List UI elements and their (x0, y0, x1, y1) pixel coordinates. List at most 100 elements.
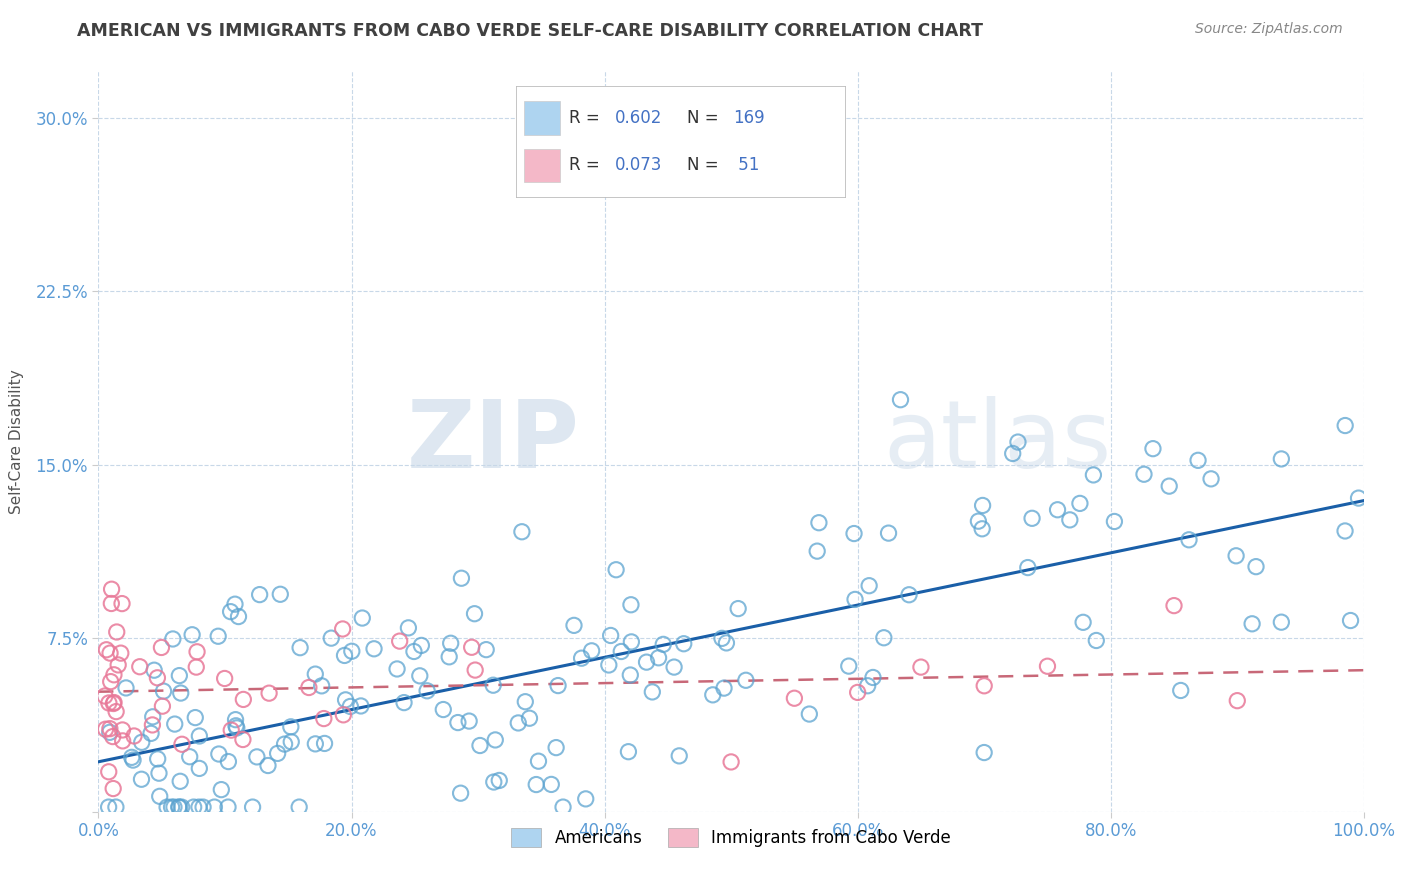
Point (432, 702, 454, 716)
Point (104, 800, 127, 814)
Point (280, 720, 302, 734)
Point (107, 657, 129, 672)
Point (1178, 533, 1201, 547)
Point (972, 522, 994, 536)
Point (340, 644, 363, 658)
Point (339, 699, 361, 714)
Point (385, 662, 408, 676)
Point (898, 588, 921, 602)
Point (1142, 442, 1164, 456)
Point (858, 579, 880, 593)
Point (142, 710, 165, 724)
Legend: Americans, Immigrants from Cabo Verde: Americans, Immigrants from Cabo Verde (503, 819, 959, 855)
Point (191, 800, 214, 814)
Point (475, 642, 498, 657)
Point (188, 761, 211, 775)
Point (217, 800, 239, 814)
Point (620, 635, 643, 649)
Point (783, 691, 806, 706)
Point (652, 637, 675, 651)
Point (98, 725, 121, 739)
Point (460, 640, 482, 655)
Point (257, 758, 280, 772)
Point (101, 781, 124, 796)
Point (186, 645, 208, 659)
Point (972, 499, 994, 513)
Point (100, 597, 122, 611)
Point (619, 668, 641, 682)
Point (311, 679, 333, 693)
Point (141, 718, 163, 732)
Point (636, 655, 658, 669)
Point (598, 657, 620, 672)
Point (208, 747, 231, 761)
Point (1334, 418, 1357, 433)
Text: atlas: atlas (883, 395, 1111, 488)
Point (713, 681, 735, 695)
Point (98, 722, 121, 736)
Point (873, 631, 896, 645)
Point (143, 663, 166, 677)
Point (186, 660, 208, 674)
Point (249, 588, 271, 602)
Point (225, 721, 247, 735)
Point (312, 712, 335, 726)
Point (856, 679, 879, 693)
Point (167, 800, 190, 814)
Point (720, 755, 742, 769)
Point (437, 649, 460, 664)
Point (98, 646, 121, 660)
Point (128, 659, 150, 673)
Text: Source: ZipAtlas.com: Source: ZipAtlas.com (1195, 22, 1343, 37)
Point (209, 782, 232, 797)
Point (152, 699, 174, 714)
Point (1244, 559, 1267, 574)
Point (605, 563, 627, 577)
Point (672, 637, 695, 651)
Point (484, 733, 506, 747)
Point (551, 800, 574, 814)
Point (202, 800, 225, 814)
Point (94, 689, 117, 703)
Point (163, 800, 186, 814)
Point (838, 659, 860, 673)
Point (450, 571, 472, 585)
Point (641, 685, 664, 699)
Point (735, 673, 758, 688)
Point (396, 621, 419, 635)
Point (280, 735, 302, 749)
Point (1226, 693, 1249, 707)
Point (392, 696, 415, 710)
Point (97, 800, 120, 814)
Text: AMERICAN VS IMMIGRANTS FROM CABO VERDE SELF-CARE DISABILITY CORRELATION CHART: AMERICAN VS IMMIGRANTS FROM CABO VERDE S… (77, 22, 983, 40)
Point (242, 800, 264, 814)
Point (1340, 614, 1362, 628)
Point (169, 668, 191, 682)
Point (131, 735, 153, 749)
Point (100, 674, 122, 689)
Point (889, 392, 911, 407)
Point (711, 632, 734, 646)
Point (219, 723, 242, 738)
Point (170, 686, 193, 700)
Point (163, 717, 186, 731)
Point (170, 737, 193, 751)
Point (111, 597, 134, 611)
Point (620, 598, 643, 612)
Point (440, 636, 463, 650)
Point (100, 582, 122, 597)
Point (103, 697, 125, 711)
Point (1104, 515, 1126, 529)
Point (314, 736, 336, 750)
Point (1170, 683, 1192, 698)
Point (482, 678, 505, 692)
Point (1241, 616, 1264, 631)
Point (228, 609, 250, 624)
Point (150, 640, 173, 655)
Point (464, 663, 486, 677)
Point (105, 705, 128, 719)
Point (97, 764, 120, 779)
Point (799, 707, 821, 722)
Point (217, 755, 239, 769)
Point (1085, 633, 1108, 648)
